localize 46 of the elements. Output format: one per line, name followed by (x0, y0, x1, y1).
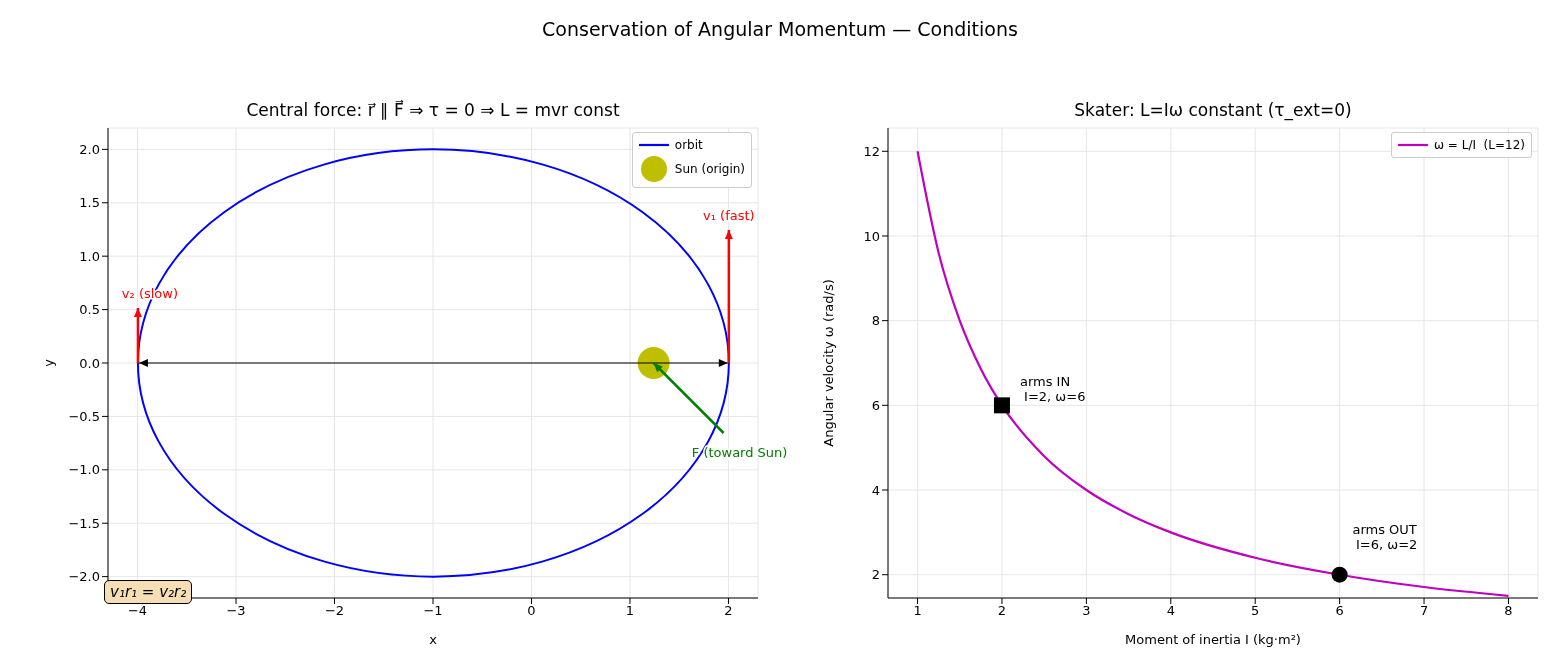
annotation: arms IN I=2, ω=6 (1019, 374, 1086, 405)
legend-label: orbit (674, 138, 703, 152)
y-tick-label: 6 (871, 397, 880, 413)
y-tick-label: 0.0 (79, 355, 100, 371)
x-tick-label: −2 (324, 603, 345, 619)
y-tick-label: 8 (871, 313, 880, 329)
legend-label: Sun (origin) (674, 162, 745, 176)
y-tick-label: −1.0 (68, 462, 100, 478)
y-axis-title: y (40, 358, 56, 367)
y-tick-label: 2 (871, 567, 880, 583)
y-tick-label: −0.5 (68, 409, 100, 425)
x-tick-label: 6 (1335, 603, 1344, 619)
y-tick-label: 0.5 (79, 302, 100, 318)
x-tick-label: 3 (1082, 603, 1091, 619)
y-tick-label: 4 (871, 482, 880, 498)
annotation: v₁ (fast) (703, 208, 755, 223)
annotation: arms OUT I=6, ω=2 (1351, 521, 1418, 552)
chart-title: Skater: L=Iω constant (τ_ext=0) (1073, 100, 1353, 120)
x-axis-title: x (429, 632, 438, 647)
x-tick-label: 7 (1419, 603, 1429, 619)
x-tick-label: −3 (226, 603, 246, 619)
line-series (916, 150, 1510, 597)
x-tick-label: 0 (527, 603, 536, 619)
y-tick-label: 10 (863, 228, 880, 244)
y-tick-label: 2.0 (79, 141, 100, 157)
x-tick-label: 4 (1166, 603, 1175, 619)
annotation: F (toward Sun) (691, 445, 788, 460)
y-tick-label: −1.5 (68, 515, 100, 531)
x-tick-label: 1 (625, 603, 635, 619)
text: Conservation of Angular Momentum — Conditions (541, 18, 1019, 40)
y-tick-label: 12 (863, 143, 880, 159)
x-tick-label: −4 (127, 603, 148, 619)
chart-title: Central force: r⃗ ∥ F⃗ ⇒ τ = 0 ⇒ L = mvr const (245, 100, 621, 120)
x-tick-label: 1 (913, 603, 922, 619)
x-tick-label: −1 (423, 603, 443, 619)
x-tick-label: 2 (724, 603, 733, 619)
legend-label: ω = L/I (L=12) (1433, 138, 1525, 152)
y-axis-title: Angular velocity ω (rad/s) (820, 279, 836, 447)
annotation: v₁r₁ = v₂r₂ (104, 580, 193, 604)
x-axis-title: Moment of inertia I (kg·m²) (1125, 632, 1301, 647)
x-tick-label: 8 (1504, 603, 1513, 619)
y-tick-label: −2.0 (68, 569, 100, 585)
x-tick-label: 5 (1251, 603, 1260, 619)
y-tick-label: 1.5 (79, 195, 100, 211)
y-tick-label: 1.0 (79, 248, 100, 264)
x-tick-label: 2 (997, 603, 1007, 619)
